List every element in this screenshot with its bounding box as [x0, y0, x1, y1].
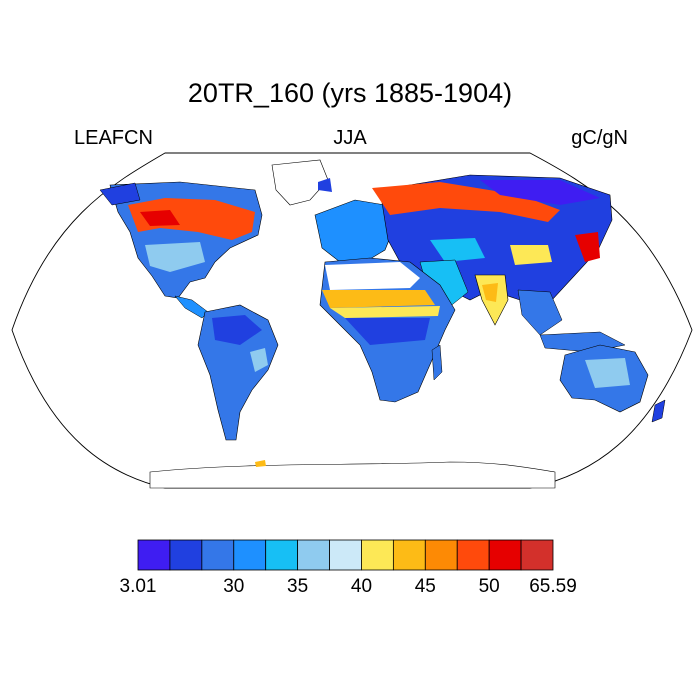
region-central-asia-light [430, 238, 485, 262]
region-india-orange [482, 283, 498, 302]
colorbar-tick-label: 50 [478, 576, 500, 597]
season-label: JJA [333, 127, 367, 149]
colorbar-swatch [520, 539, 554, 571]
colorbar-swatch [456, 539, 490, 571]
region-central-africa [345, 318, 430, 345]
region-amazon-dark [212, 315, 262, 345]
region-mongolia-yellow [510, 245, 552, 265]
colorbar-tick-label: 65.59 [529, 576, 577, 597]
colorbar-tick-label: 30 [223, 576, 245, 597]
region-alaska [99, 182, 141, 206]
colorbar-swatch [392, 539, 426, 571]
colorbar-tick-label: 3.01 [119, 576, 157, 597]
colorbar-swatch [233, 539, 267, 571]
colorbar-swatch [201, 539, 235, 571]
region-canada-boreal [128, 198, 255, 240]
colorbar-tick-label: 40 [350, 576, 373, 597]
region-russia-boreal [372, 182, 560, 222]
units-label: gC/gN [571, 127, 628, 149]
colorbar-swatch [361, 539, 394, 571]
colorbar-swatch [424, 539, 458, 571]
region-greenland-edge [318, 178, 332, 192]
region-europe [314, 199, 396, 263]
region-sahara [325, 262, 420, 290]
region-new-zealand [651, 399, 666, 423]
region-madagascar [431, 344, 443, 381]
region-australia-interior [585, 358, 630, 388]
plot-title: 20TR_160 (yrs 1885-1904) [187, 78, 513, 108]
region-siberia-dark [480, 180, 600, 205]
colorbar-swatch [488, 539, 522, 571]
colorbar-swatch [329, 539, 362, 571]
colorbar-swatch [169, 539, 203, 571]
colorbar-tick-label: 35 [287, 576, 309, 597]
region-sahel-band [322, 290, 435, 308]
region-greenland [271, 159, 329, 206]
region-brazil-light [250, 348, 268, 372]
colorbar-swatch [137, 539, 171, 571]
region-canada-red-patch [140, 210, 180, 226]
region-east-asia-red [575, 232, 600, 262]
region-usa-light [145, 242, 205, 272]
region-sahel-yellow [330, 306, 440, 318]
region-antarctica [149, 461, 556, 489]
region-se-asia [517, 289, 563, 336]
variable-label: LEAFCN [74, 127, 153, 149]
region-antarctica-specks [255, 460, 266, 467]
colorbar-tick-label: 45 [414, 576, 436, 597]
colorbar-swatch [297, 539, 330, 571]
colorbar-swatch [265, 539, 299, 571]
